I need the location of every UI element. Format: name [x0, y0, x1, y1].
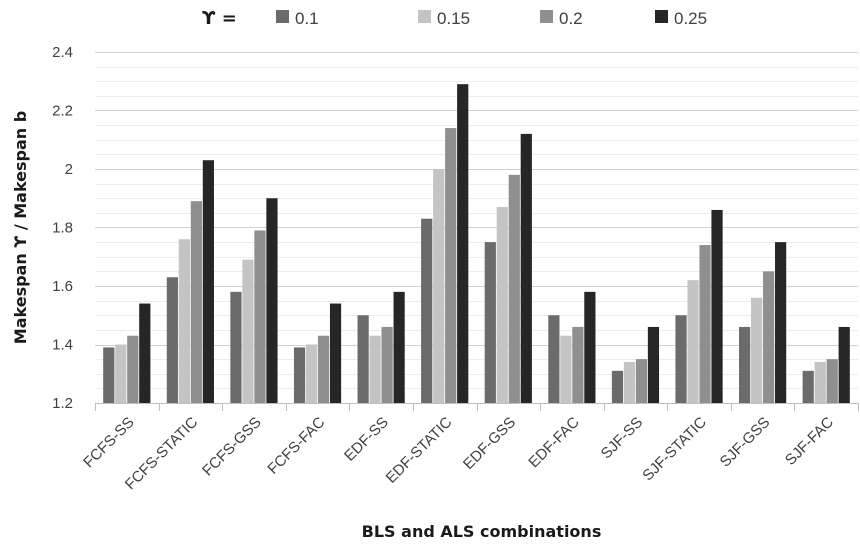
x-tick-label: SJF-GSS	[717, 414, 774, 471]
x-tick-label: SJF-SS	[598, 414, 647, 463]
bar	[230, 291, 242, 403]
bar	[775, 242, 787, 403]
legend-label: 0.25	[674, 9, 707, 28]
bar	[611, 370, 624, 403]
bar	[484, 242, 496, 403]
x-tick-label: EDF-SS	[341, 414, 392, 465]
bar	[763, 271, 775, 403]
x-tick-label: SJF-STATIC	[639, 414, 710, 485]
bar	[711, 209, 723, 403]
legend-label: 0.15	[437, 9, 470, 28]
bar	[560, 335, 572, 403]
bar	[393, 291, 405, 403]
bar	[266, 198, 278, 403]
bar	[305, 344, 318, 403]
bar	[242, 259, 254, 403]
bar	[329, 303, 342, 403]
bar	[433, 169, 445, 403]
y-tick-label: 1.8	[52, 220, 73, 237]
y-tick-label: 1.4	[52, 337, 73, 354]
bar	[496, 207, 508, 403]
bar	[814, 362, 826, 403]
bar	[369, 335, 381, 403]
x-tick-label: FCFS-SS	[80, 414, 137, 471]
bar	[202, 160, 214, 403]
legend-swatch	[540, 10, 553, 23]
bar	[254, 230, 266, 403]
bar	[457, 84, 469, 404]
bar	[357, 315, 369, 403]
x-tick-label: SJF-FAC	[782, 414, 837, 469]
bar	[635, 359, 648, 403]
legend-swatch	[655, 10, 668, 23]
y-axis-title: Makespan ϒ / Makespan b	[11, 111, 30, 344]
bar	[548, 315, 560, 403]
bar	[139, 303, 151, 403]
y-tick-label: 1.6	[52, 278, 73, 295]
bar	[687, 280, 699, 403]
bar	[178, 239, 190, 403]
bar	[751, 297, 763, 403]
bar	[647, 326, 660, 403]
bar	[317, 335, 330, 403]
bar	[739, 326, 751, 403]
legend-swatch	[418, 10, 431, 23]
legend-title: ϒ =	[202, 8, 237, 29]
bar	[127, 335, 139, 403]
bar	[293, 347, 306, 403]
legend-swatch	[276, 10, 289, 23]
bar	[381, 326, 393, 403]
bar	[103, 347, 115, 403]
x-tick-label: FCFS-FAC	[264, 414, 328, 478]
bar	[584, 291, 596, 403]
bar	[115, 344, 127, 403]
gridlines	[95, 52, 858, 404]
bar	[508, 174, 520, 403]
bar	[675, 315, 687, 403]
bar	[520, 133, 532, 403]
bar	[623, 362, 636, 403]
bar	[572, 326, 584, 403]
bar	[802, 370, 814, 403]
y-tick-label: 2	[65, 161, 73, 178]
bar	[699, 245, 711, 403]
bars	[103, 84, 850, 404]
legend-label: 0.2	[559, 9, 583, 28]
y-tick-label: 2.2	[52, 103, 73, 120]
x-axis-title: BLS and ALS combinations	[362, 522, 602, 541]
bar	[166, 277, 178, 403]
legend: ϒ = 0.1 0.15 0.2 0.25	[202, 8, 707, 29]
bar	[826, 359, 838, 403]
legend-label: 0.1	[295, 9, 319, 28]
bar	[190, 201, 202, 403]
x-tick-label: EDF-GSS	[460, 414, 519, 473]
y-tick-label: 2.4	[52, 44, 73, 61]
bar	[421, 218, 433, 403]
x-tick-label: EDF-FAC	[525, 414, 583, 472]
bar	[445, 128, 457, 404]
x-tick-label: FCFS-GSS	[199, 414, 265, 480]
bar	[838, 326, 850, 403]
x-tick-label: EDF-STATIC	[383, 414, 456, 487]
y-tick-label: 1.2	[52, 395, 73, 412]
